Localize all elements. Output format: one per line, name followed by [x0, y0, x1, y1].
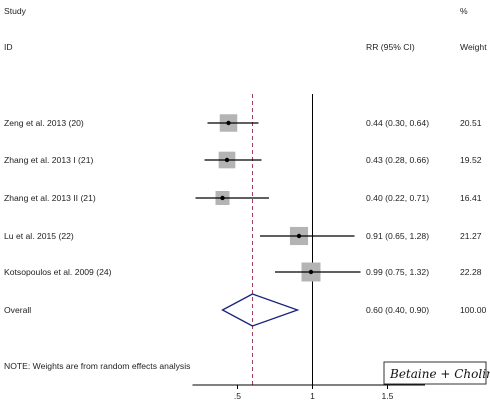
overall-diamond: [221, 293, 300, 327]
study-name: Zhang et al. 2013 I (21): [4, 155, 93, 165]
point-estimate: [296, 233, 302, 239]
rr-ci-value: 0.40 (0.22, 0.71): [366, 193, 429, 203]
weight-header: Weight: [460, 42, 487, 52]
study-rows: Zeng et al. 2013 (20) 0.44 (0.30, 0.64) 20…: [4, 114, 487, 327]
study-row: Kotsopoulos et al. 2009 (24) 0.99 (0.75, …: [4, 262, 482, 282]
study-row: Zhang et al. 2013 II (21) 0.40 (0.22, 0.7…: [4, 191, 482, 205]
point-estimate: [220, 195, 225, 201]
footnote: NOTE: Weights are from random effects an…: [4, 361, 190, 371]
annotation-text: Betaine + Choline: [389, 367, 490, 381]
rr-header: RR (95% CI): [366, 42, 415, 52]
overall-label: Overall: [4, 305, 31, 315]
weight-value: 21.27: [460, 231, 482, 241]
study-row: Zeng et al. 2013 (20) 0.44 (0.30, 0.64) 20…: [4, 114, 482, 132]
study-name: Lu et al. 2015 (22): [4, 231, 74, 241]
id-header: ID: [4, 42, 13, 52]
annotation-box: [383, 361, 487, 385]
study-row: Lu et al. 2015 (22) 0.91 (0.65, 1.28) 21.2…: [4, 226, 482, 246]
point-estimate: [224, 157, 230, 163]
weight-value: 20.51: [460, 118, 482, 128]
weight-value: 19.52: [460, 155, 482, 165]
x-tick-label: 1.5: [382, 391, 394, 401]
x-tick-label: .5: [234, 391, 241, 401]
weight-value: 22.28: [460, 267, 482, 277]
overall-row: Overall 0.60 (0.40, 0.90) 100.00: [4, 293, 487, 327]
study-row: Zhang et al. 2013 I (21) 0.43 (0.28, 0.66…: [4, 151, 482, 169]
overall-rr-ci-value: 0.60 (0.40, 0.90): [366, 305, 429, 315]
overall-weight-value: 100.00: [460, 305, 487, 315]
rr-ci-value: 0.91 (0.65, 1.28): [366, 231, 429, 241]
x-tick-label: 1: [310, 391, 315, 401]
rr-ci-value: 0.43 (0.28, 0.66): [366, 155, 429, 165]
rr-ci-value: 0.99 (0.75, 1.32): [366, 267, 429, 277]
x-axis-ticks: .5 1 1.5: [234, 385, 394, 401]
point-estimate: [226, 120, 231, 126]
study-header: Study: [4, 6, 27, 16]
percent-header: %: [460, 6, 468, 16]
weight-value: 16.41: [460, 193, 482, 203]
study-name: Zhang et al. 2013 II (21): [4, 193, 96, 203]
point-estimate: [308, 269, 314, 275]
study-name: Kotsopoulos et al. 2009 (24): [4, 267, 112, 277]
study-name: Zeng et al. 2013 (20): [4, 118, 84, 128]
rr-ci-value: 0.44 (0.30, 0.64): [366, 118, 429, 128]
